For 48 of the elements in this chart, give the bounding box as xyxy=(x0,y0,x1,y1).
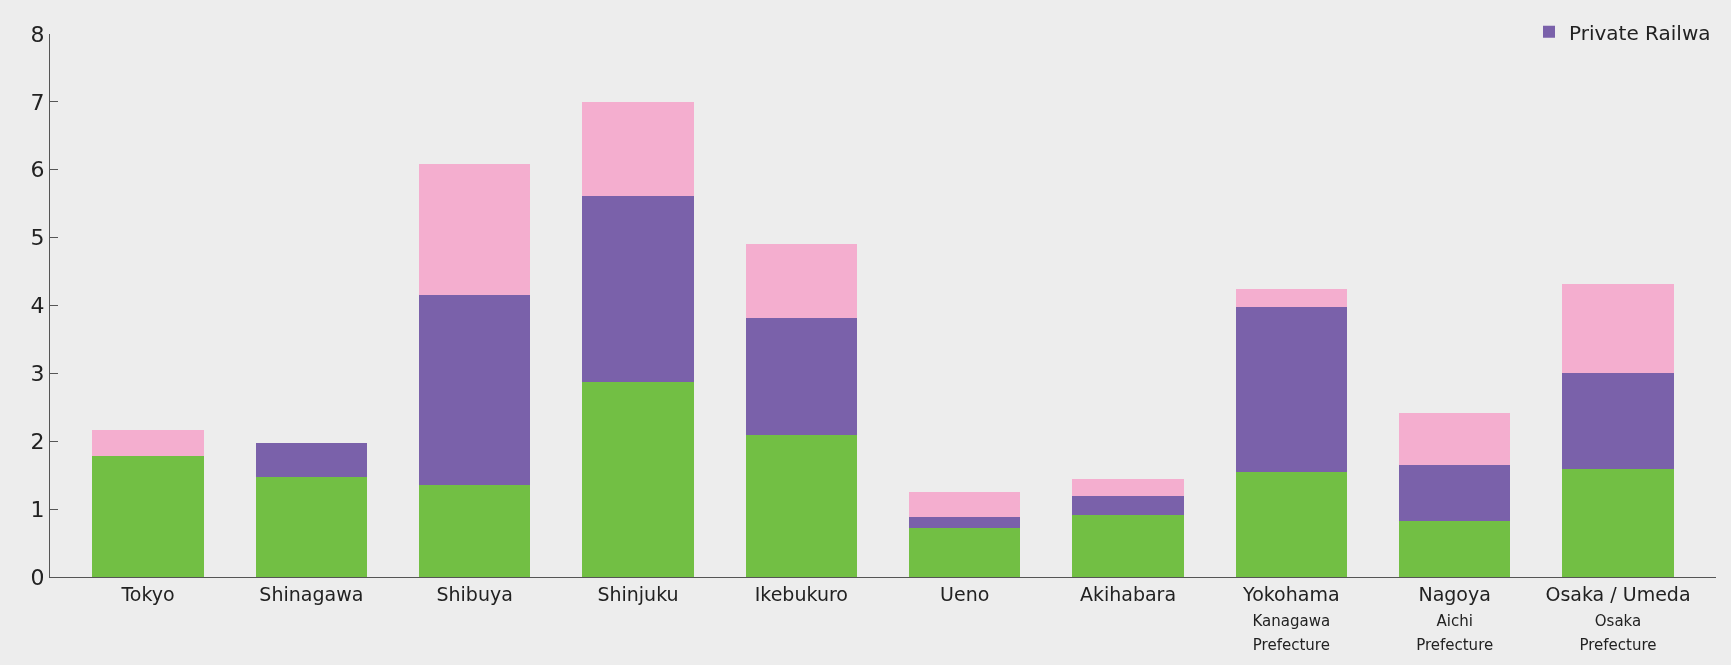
y-tick-label: 8 xyxy=(30,21,45,47)
y-tick-label: 3 xyxy=(30,361,45,387)
bar xyxy=(419,295,531,485)
bar xyxy=(1235,472,1347,577)
x-tick-label: Ueno xyxy=(940,582,990,605)
bar xyxy=(745,435,857,577)
bar xyxy=(92,429,204,457)
y-tick-label: 1 xyxy=(30,496,45,522)
bar xyxy=(582,101,694,197)
bar xyxy=(1235,288,1347,307)
bar xyxy=(1072,514,1184,577)
x-tick-label: Shibuya xyxy=(436,582,513,605)
x-tick-label: Osaka / Umeda Osaka Prefecture xyxy=(1545,582,1691,655)
bar xyxy=(255,477,367,577)
bar xyxy=(909,528,1021,577)
y-tick-label: 6 xyxy=(30,157,45,183)
x-tick-label: Nagoya Aichi Prefecture xyxy=(1416,582,1494,655)
bar xyxy=(1399,465,1511,522)
x-tick-label: Akihabara xyxy=(1079,582,1177,605)
x-tick-label: Shinjuku xyxy=(597,582,679,605)
y-tick-label: 4 xyxy=(30,293,45,319)
bar xyxy=(1235,306,1347,473)
x-tick-label: Yokohama Kanagawa Prefecture xyxy=(1242,582,1340,655)
bar xyxy=(1562,372,1674,470)
legend-label: Private Railwa xyxy=(1569,20,1711,45)
bar xyxy=(1072,495,1184,515)
y-tick-label: 5 xyxy=(30,225,45,251)
bar xyxy=(745,244,857,318)
bar xyxy=(419,164,531,296)
bar xyxy=(909,492,1021,517)
bar xyxy=(909,516,1021,529)
x-tick-label: Tokyo xyxy=(120,582,175,605)
bar xyxy=(1399,521,1511,577)
bar xyxy=(582,381,694,577)
bar xyxy=(1072,479,1184,496)
y-tick-label: 2 xyxy=(30,428,45,454)
bar xyxy=(255,442,367,478)
bar xyxy=(419,484,531,577)
bar xyxy=(92,456,204,577)
bar xyxy=(1399,412,1511,466)
x-tick-label: Shinagawa xyxy=(259,582,364,605)
bar xyxy=(1562,469,1674,577)
bar xyxy=(582,196,694,382)
bar xyxy=(1562,283,1674,373)
y-tick-label: 7 xyxy=(30,89,45,115)
y-tick-label: 0 xyxy=(30,564,45,590)
bar xyxy=(745,317,857,436)
x-tick-label: Ikebukuro xyxy=(754,582,848,605)
